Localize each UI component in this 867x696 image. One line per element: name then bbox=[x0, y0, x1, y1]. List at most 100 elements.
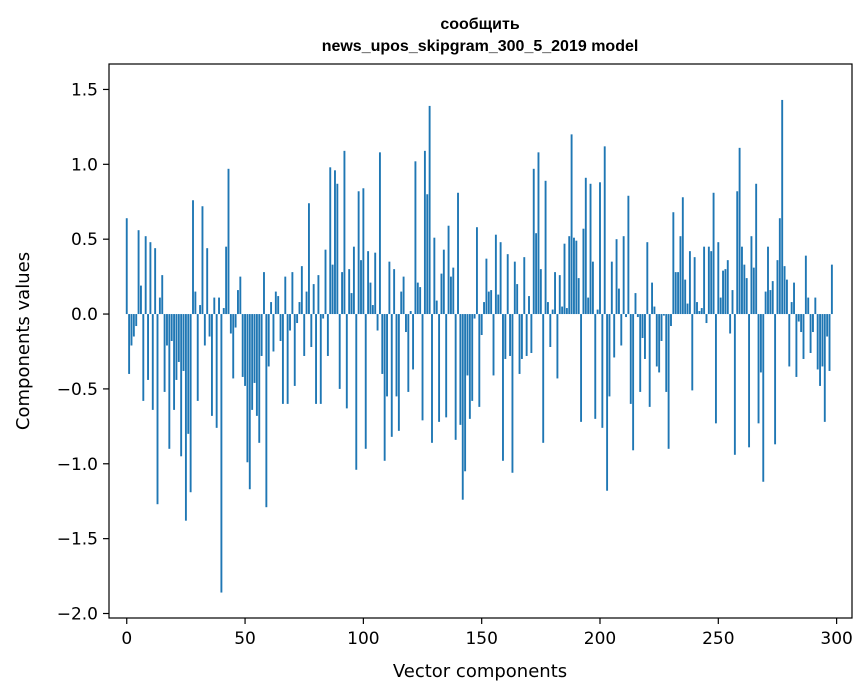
bar-120 bbox=[409, 311, 412, 315]
bar-65 bbox=[279, 314, 282, 341]
bar-141 bbox=[459, 314, 462, 425]
bar-293 bbox=[819, 314, 821, 386]
bar-72 bbox=[296, 314, 299, 324]
bar-41 bbox=[222, 308, 225, 315]
bar-187 bbox=[568, 236, 571, 315]
bar-280 bbox=[788, 314, 791, 367]
bars-group bbox=[125, 99, 833, 593]
bar-50 bbox=[244, 314, 246, 386]
x-tick-label: 300 bbox=[820, 629, 852, 649]
bar-114 bbox=[395, 314, 398, 397]
bar-251 bbox=[719, 297, 722, 315]
bar-84 bbox=[324, 249, 327, 315]
bar-75 bbox=[303, 314, 306, 356]
bar-124 bbox=[419, 287, 422, 315]
bar-31 bbox=[199, 305, 202, 315]
bar-267 bbox=[757, 314, 760, 424]
bar-33 bbox=[203, 314, 206, 346]
bar-219 bbox=[644, 314, 646, 359]
bar-268 bbox=[759, 314, 762, 373]
bar-24 bbox=[182, 314, 185, 371]
chart-title-line-1: сообщить bbox=[440, 16, 520, 33]
bar-255 bbox=[729, 314, 732, 334]
bar-136 bbox=[447, 225, 450, 315]
bar-225 bbox=[658, 314, 661, 373]
bar-216 bbox=[636, 314, 639, 318]
bar-58 bbox=[263, 272, 265, 315]
bar-21 bbox=[175, 314, 178, 380]
bar-281 bbox=[790, 302, 793, 315]
x-tick-label: 50 bbox=[234, 629, 256, 649]
bar-151 bbox=[483, 302, 485, 315]
bar-179 bbox=[549, 314, 552, 347]
x-axis-ticks: 0 50 100 150 200 250 300 bbox=[121, 618, 853, 649]
bar-201 bbox=[601, 314, 604, 428]
bar-38 bbox=[215, 314, 218, 428]
bar-76 bbox=[305, 291, 308, 315]
bar-294 bbox=[821, 314, 824, 367]
bar-207 bbox=[615, 239, 618, 315]
bar-94 bbox=[348, 269, 351, 315]
bar-82 bbox=[319, 314, 322, 404]
bar-253 bbox=[724, 269, 727, 315]
bar-62 bbox=[272, 314, 275, 352]
bar-93 bbox=[345, 314, 348, 409]
bar-258 bbox=[736, 191, 739, 315]
bar-152 bbox=[485, 258, 488, 315]
bar-79 bbox=[312, 284, 315, 315]
bar-106 bbox=[376, 314, 379, 331]
bar-53 bbox=[251, 314, 254, 410]
bar-243 bbox=[700, 308, 703, 315]
x-tick-label: 200 bbox=[584, 629, 616, 649]
bar-96 bbox=[352, 246, 355, 315]
bar-8 bbox=[144, 236, 147, 315]
bar-117 bbox=[402, 276, 405, 315]
bar-6 bbox=[140, 285, 142, 315]
bar-252 bbox=[722, 270, 724, 315]
x-tick-label: 250 bbox=[702, 629, 734, 649]
bar-188 bbox=[570, 134, 573, 315]
bar-272 bbox=[769, 290, 772, 315]
bar-228 bbox=[665, 314, 668, 392]
bar-55 bbox=[255, 314, 258, 416]
bar-209 bbox=[620, 314, 623, 346]
bar-27 bbox=[189, 314, 192, 493]
bar-3 bbox=[132, 314, 135, 337]
bar-15 bbox=[161, 275, 164, 315]
bar-278 bbox=[783, 266, 786, 315]
bar-69 bbox=[289, 314, 291, 331]
bar-36 bbox=[210, 314, 213, 416]
bar-19 bbox=[170, 314, 173, 341]
plot-frame bbox=[108, 63, 853, 619]
bar-145 bbox=[468, 314, 471, 419]
bar-138 bbox=[452, 267, 455, 315]
bar-0 bbox=[125, 218, 128, 315]
bar-156 bbox=[494, 234, 497, 315]
bar-175 bbox=[539, 269, 542, 315]
bar-158 bbox=[499, 242, 502, 315]
bar-284 bbox=[797, 314, 800, 322]
bar-279 bbox=[785, 279, 788, 315]
bar-190 bbox=[575, 240, 578, 315]
bar-37 bbox=[213, 297, 216, 315]
bar-256 bbox=[731, 290, 734, 315]
bar-242 bbox=[698, 311, 701, 315]
bar-234 bbox=[679, 236, 682, 315]
bar-73 bbox=[298, 302, 301, 315]
bar-215 bbox=[634, 293, 637, 315]
bar-80 bbox=[315, 314, 317, 404]
bar-13 bbox=[156, 314, 159, 505]
bar-221 bbox=[648, 314, 651, 407]
bar-191 bbox=[577, 278, 580, 315]
bar-238 bbox=[688, 251, 691, 315]
bar-91 bbox=[341, 272, 344, 315]
bar-126 bbox=[423, 150, 426, 315]
bar-184 bbox=[561, 306, 564, 315]
bar-113 bbox=[393, 269, 396, 315]
bar-115 bbox=[397, 314, 400, 431]
bar-45 bbox=[232, 314, 235, 379]
bar-249 bbox=[714, 314, 717, 424]
bar-16 bbox=[163, 314, 166, 392]
